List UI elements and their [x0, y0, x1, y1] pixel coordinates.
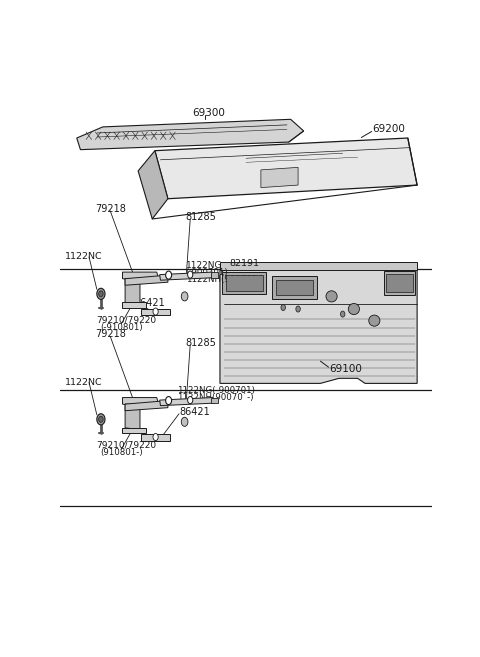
Polygon shape — [386, 274, 413, 292]
Circle shape — [281, 304, 286, 311]
Polygon shape — [226, 275, 263, 291]
Polygon shape — [160, 272, 215, 280]
Circle shape — [97, 288, 105, 300]
Text: 1122NH(900701-): 1122NH(900701-) — [186, 275, 264, 284]
Ellipse shape — [369, 315, 380, 327]
Text: 81285: 81285 — [186, 212, 216, 223]
Text: 79218: 79218 — [96, 329, 126, 339]
Circle shape — [99, 417, 103, 422]
Text: 1122NH(90070`-): 1122NH(90070`-) — [177, 393, 253, 402]
Polygon shape — [276, 280, 313, 296]
Polygon shape — [384, 271, 415, 296]
Circle shape — [181, 292, 188, 301]
Circle shape — [188, 397, 193, 403]
Polygon shape — [261, 168, 298, 188]
Polygon shape — [125, 275, 168, 285]
Circle shape — [188, 271, 193, 278]
Text: (910801-): (910801-) — [100, 448, 143, 457]
Polygon shape — [211, 272, 218, 278]
Polygon shape — [160, 397, 215, 405]
Polygon shape — [122, 272, 158, 283]
Polygon shape — [211, 397, 218, 403]
Polygon shape — [77, 120, 304, 150]
Text: 69200: 69200 — [372, 124, 405, 135]
Circle shape — [181, 417, 188, 426]
Text: 1122NC: 1122NC — [64, 378, 102, 387]
Polygon shape — [222, 272, 266, 294]
Circle shape — [99, 291, 103, 297]
Text: 82191: 82191 — [229, 259, 259, 268]
Circle shape — [166, 397, 172, 405]
Text: 81285: 81285 — [186, 338, 216, 348]
Text: 79218: 79218 — [96, 204, 126, 214]
Text: 86421: 86421 — [134, 298, 165, 308]
Circle shape — [97, 414, 105, 425]
Circle shape — [166, 271, 172, 279]
Polygon shape — [122, 397, 158, 407]
Circle shape — [340, 311, 345, 317]
Text: 69300: 69300 — [192, 108, 225, 118]
Polygon shape — [155, 138, 417, 198]
Polygon shape — [141, 309, 170, 315]
Text: 79210/79220: 79210/79220 — [96, 315, 156, 324]
Polygon shape — [141, 434, 170, 441]
Text: (-900701): (-900701) — [186, 267, 228, 277]
Polygon shape — [220, 269, 417, 384]
Circle shape — [153, 434, 158, 441]
Text: 79210/79220: 79210/79220 — [96, 441, 156, 449]
Polygon shape — [125, 279, 140, 304]
Polygon shape — [122, 302, 145, 307]
Text: 69100: 69100 — [330, 364, 362, 374]
Polygon shape — [122, 428, 145, 433]
Ellipse shape — [326, 291, 337, 302]
Circle shape — [296, 306, 300, 312]
Polygon shape — [125, 404, 140, 430]
Polygon shape — [272, 276, 317, 299]
Text: 1122NG: 1122NG — [186, 261, 222, 269]
Polygon shape — [220, 262, 417, 269]
Text: 1122NC: 1122NC — [64, 252, 102, 261]
Polygon shape — [125, 401, 168, 411]
Circle shape — [153, 308, 158, 315]
Text: 86421: 86421 — [180, 407, 211, 417]
Ellipse shape — [348, 304, 360, 315]
Text: (-910801): (-910801) — [100, 323, 143, 332]
Text: 1122NG(-900701): 1122NG(-900701) — [177, 386, 255, 395]
Polygon shape — [138, 150, 168, 219]
